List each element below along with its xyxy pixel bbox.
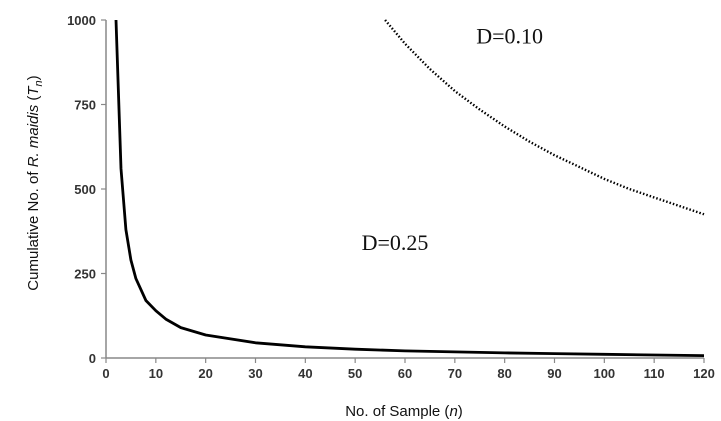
y-axis-title-subscript: n <box>33 80 45 86</box>
y-tick-label: 750 <box>74 98 96 113</box>
x-tick-label: 10 <box>149 366 163 381</box>
series-layer <box>114 19 705 357</box>
y-tick-label: 500 <box>74 182 96 197</box>
y-axis-title-tail: ) <box>25 75 42 80</box>
x-tick-label: 90 <box>547 366 561 381</box>
x-tick-label: 60 <box>398 366 412 381</box>
y-axis-title-main: Cumulative No. of <box>25 167 42 290</box>
x-tick-label: 100 <box>593 366 615 381</box>
x-tick-label: 50 <box>348 366 362 381</box>
x-tick-label: 80 <box>497 366 511 381</box>
x-ticks: 0 10 20 30 40 50 60 70 80 90 100 110 120 <box>102 358 715 381</box>
x-tick-label: 30 <box>248 366 262 381</box>
x-axis-title: No. of Sample (n) <box>345 403 463 420</box>
annotation-label-1: D=0.10 <box>476 24 543 49</box>
y-axis-title: Cumulative No. of R. maidis (Tn) <box>25 75 45 290</box>
x-tick-label: 20 <box>198 366 212 381</box>
y-tick-label: 0 <box>89 351 96 366</box>
x-tick-label: 110 <box>644 366 665 381</box>
y-tick-label: 250 <box>74 267 96 282</box>
y-axis-title-symbol: T <box>25 85 42 96</box>
x-tick-label: 70 <box>448 366 462 381</box>
y-tick-label: 1000 <box>67 13 96 28</box>
x-axis-title-tail: ) <box>458 403 463 420</box>
y-axis-title-italic: R. maidis <box>25 104 42 167</box>
y-axis-title-open: ( <box>25 96 42 105</box>
x-tick-label: 120 <box>693 366 715 381</box>
series-line-2 <box>384 19 705 216</box>
x-axis-title-italic: n <box>449 403 457 420</box>
x-axis-title-main: No. of Sample ( <box>345 403 449 420</box>
x-tick-label: 40 <box>298 366 312 381</box>
axes <box>105 20 704 359</box>
series-line-1 <box>114 19 705 357</box>
x-tick-label: 0 <box>102 366 109 381</box>
annotation-layer: D=0.10 D=0.25 <box>362 24 543 255</box>
y-ticks: 0 250 500 750 1000 <box>67 13 106 366</box>
annotation-label-2: D=0.25 <box>362 230 429 255</box>
